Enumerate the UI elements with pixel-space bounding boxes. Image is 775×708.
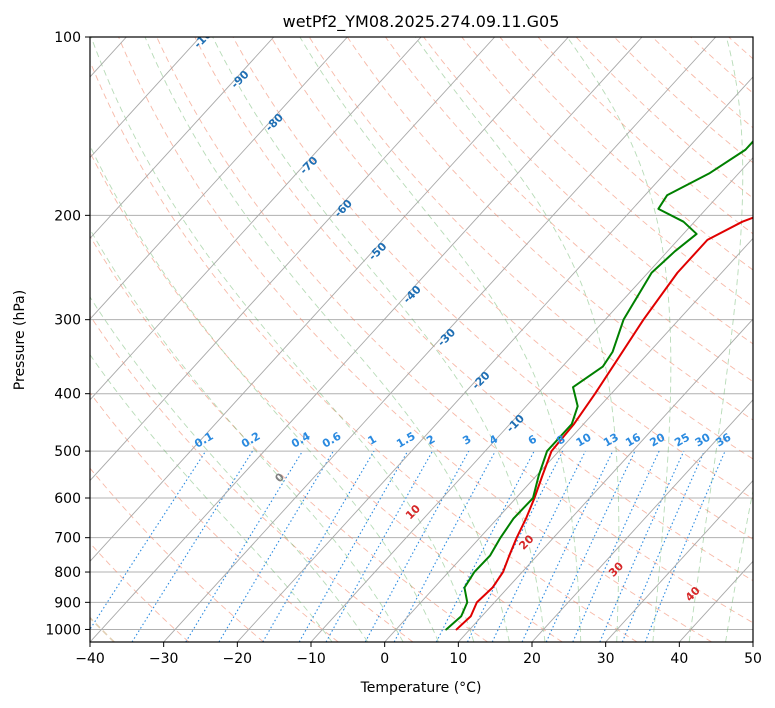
skewed-isotherms: [90, 37, 753, 642]
mixing-ratio-line: [599, 450, 685, 642]
moist-adiabats: [90, 37, 753, 642]
moist-adiabat: [90, 144, 439, 642]
dry-adiabat: [232, 37, 753, 540]
y-axis-label: Pressure (hPa): [12, 290, 28, 390]
mixing-ratio-line: [325, 450, 434, 642]
y-tick-label: 500: [54, 444, 81, 460]
skewed-isotherm: [90, 37, 569, 562]
y-tick-label: 600: [54, 491, 81, 507]
skewed-isotherm: [310, 156, 753, 642]
x-axis-label: Temperature (°C): [360, 680, 482, 696]
x-tick-label: −30: [149, 651, 179, 667]
skewed-isotherm: [90, 37, 275, 240]
mixing-ratio-line: [90, 450, 207, 631]
mixing-ratio-line: [364, 450, 470, 642]
dry-adiabat: [118, 37, 712, 642]
moist-adiabat: [144, 37, 510, 642]
dry-adiabat: [90, 235, 488, 642]
moist-adiabat: [90, 353, 333, 642]
x-tick-label: −20: [223, 651, 253, 667]
dry-adiabats: [90, 37, 753, 642]
x-tick-label: 10: [449, 651, 467, 667]
x-tick-label: −40: [75, 651, 105, 667]
mixing-ratio-line: [621, 450, 705, 642]
temperature-profile-line: [455, 216, 753, 631]
x-tick-label: 30: [597, 651, 615, 667]
plot-frame: [89, 36, 754, 643]
dry-adiabat: [537, 37, 753, 235]
y-tick-label: 300: [54, 313, 81, 329]
skewed-isotherm: [605, 479, 753, 642]
x-axis-ticks: −40 −30 −20 −10 0 10 20 30 40 50: [75, 642, 762, 667]
dry-adiabat: [90, 60, 638, 642]
dry-adiabat: [194, 37, 753, 582]
y-tick-label: 200: [54, 208, 81, 224]
moist-adiabat: [566, 37, 672, 642]
x-tick-label: 50: [744, 651, 762, 667]
dry-adiabat: [90, 151, 563, 642]
moist-adiabat: [414, 37, 620, 642]
y-axis-ticks: 100 200 300 400 500 600 700 800 900 1000: [45, 30, 90, 638]
moist-adiabat: [90, 228, 404, 642]
x-tick-label: 0: [380, 651, 389, 667]
mixing-ratio-line: [572, 450, 660, 642]
skewed-isotherm: [163, 37, 717, 642]
sounding-profiles: [445, 139, 753, 631]
skewed-isotherm: [531, 399, 753, 642]
skewed-isotherm: [90, 37, 496, 482]
skewed-isotherm: [752, 641, 753, 642]
moist-adiabat: [90, 37, 475, 642]
skewed-isotherm: [90, 37, 422, 401]
moist-adiabat: [299, 37, 582, 642]
skewed-isotherm: [237, 76, 753, 642]
dry-adiabat: [499, 37, 753, 271]
y-tick-label: 900: [54, 595, 81, 611]
dry-adiabat: [90, 391, 339, 642]
y-tick-label: 100: [54, 30, 81, 46]
mixing-ratio-line: [185, 450, 304, 642]
dry-adiabat: [90, 314, 414, 642]
skewed-isotherm: [458, 318, 753, 642]
skewed-isotherm: [90, 37, 643, 642]
plot-content: 0.1 0.2 0.4 0.6 1 1.5 2 3 4 6 8 10 13 16 20 25 30 36-100-…: [90, 37, 753, 642]
skewed-isotherm: [384, 237, 753, 642]
dry-adiabat: [156, 37, 753, 624]
dry-adiabat: [346, 37, 753, 421]
moist-adiabat: [725, 488, 753, 642]
dry-adiabat: [385, 37, 753, 383]
x-tick-label: 20: [523, 651, 541, 667]
dewpoint-profile-line: [445, 139, 753, 631]
mixing-ratio-line: [393, 450, 496, 642]
y-tick-label: 400: [54, 387, 81, 403]
x-tick-label: −10: [296, 651, 326, 667]
y-tick-label: 800: [54, 565, 81, 581]
skewed-isotherm: [90, 37, 201, 159]
skewed-isotherm: [90, 37, 348, 320]
moist-adiabat: [688, 37, 744, 642]
y-tick-label: 1000: [45, 622, 81, 638]
y-tick-label: 700: [54, 531, 81, 547]
dry-adiabat: [423, 37, 753, 345]
x-tick-label: 40: [670, 651, 688, 667]
moist-adiabat: [212, 37, 546, 642]
mixing-ratio-line: [467, 450, 564, 642]
pressure-gridlines: [90, 37, 753, 630]
mixing-ratio-line: [131, 450, 254, 642]
dry-adiabat: [270, 37, 753, 500]
chart-title: wetPf2_YM08.2025.274.09.11.G05: [283, 12, 560, 32]
